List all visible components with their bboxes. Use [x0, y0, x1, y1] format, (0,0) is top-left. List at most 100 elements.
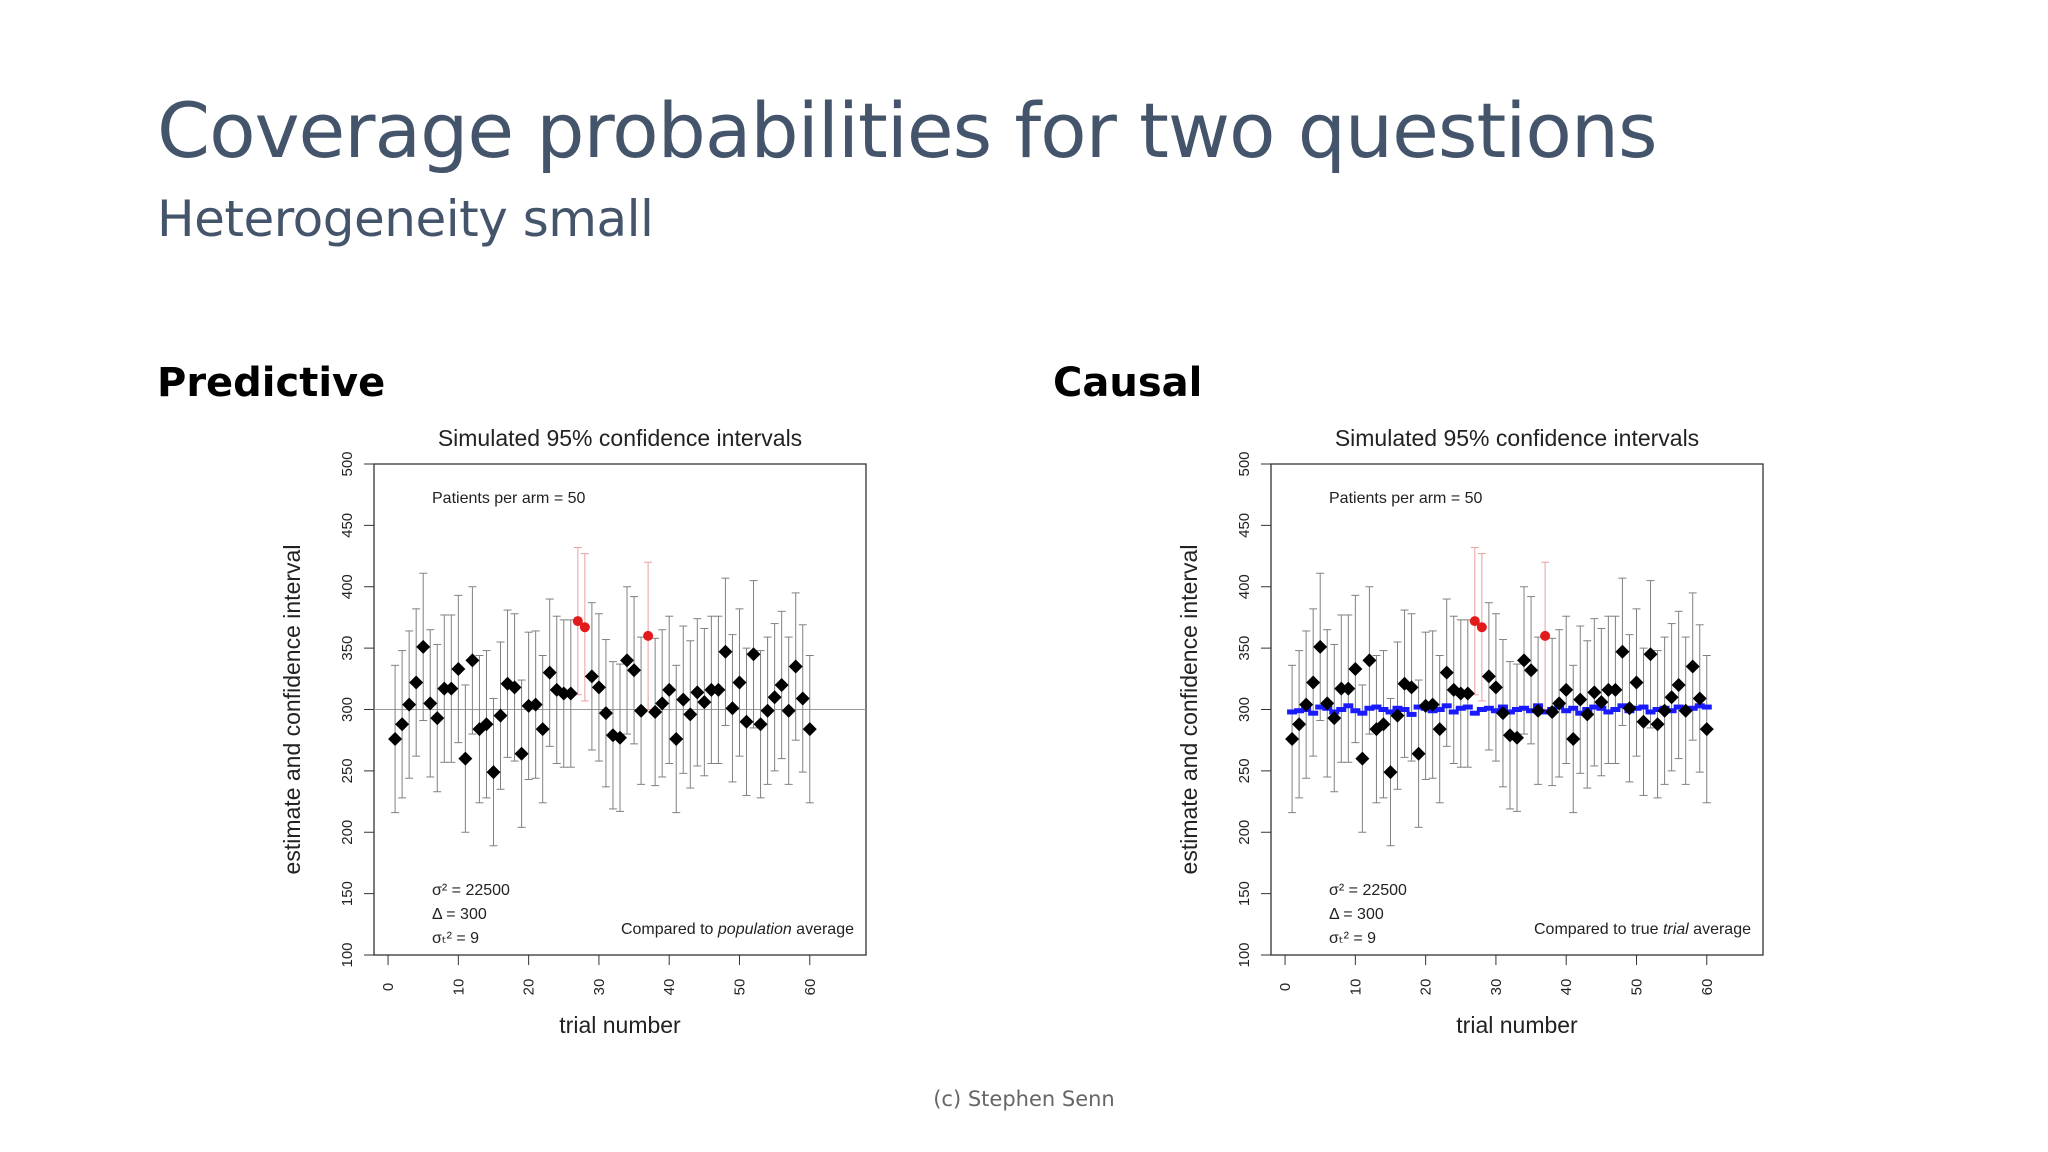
- estimate-point: [627, 663, 642, 678]
- y-tick-label: 200: [1236, 820, 1253, 845]
- x-tick-label: 60: [802, 979, 819, 996]
- y-tick-label: 100: [339, 942, 356, 967]
- estimate-point-miss: [1476, 622, 1487, 633]
- estimate-point: [416, 639, 431, 654]
- estimate-point: [563, 686, 578, 701]
- estimate-point: [1495, 706, 1510, 721]
- x-tick-label: 0: [1277, 983, 1294, 991]
- estimate-point: [1692, 691, 1707, 706]
- estimate-point: [395, 717, 410, 732]
- estimate-point: [718, 644, 733, 659]
- estimate-point: [774, 677, 789, 692]
- y-tick-label: 450: [339, 513, 356, 538]
- estimate-point: [1678, 703, 1693, 718]
- estimate-point: [598, 706, 613, 721]
- estimate-point: [1510, 730, 1524, 745]
- slide-title: Coverage probabilities for two questions: [157, 86, 1658, 175]
- estimate-point: [795, 691, 810, 706]
- estimate-point-miss: [1540, 630, 1551, 641]
- estimate-point: [1369, 722, 1384, 737]
- parameter-annotation: Δ = 300: [1329, 906, 1384, 923]
- x-tick-label: 30: [591, 979, 608, 996]
- comparison-note-prefix: Compared to true: [1534, 921, 1663, 938]
- x-axis-label: trial number: [559, 1012, 681, 1038]
- estimate-point: [1488, 680, 1503, 695]
- estimate-point: [1545, 704, 1560, 719]
- estimate-point: [781, 703, 796, 718]
- estimate-point: [479, 717, 494, 732]
- estimate-point: [739, 714, 754, 729]
- estimate-point: [613, 730, 627, 745]
- estimate-point: [697, 695, 712, 710]
- estimate-point: [1390, 708, 1405, 723]
- estimate-point: [1559, 682, 1574, 697]
- x-tick-label: 40: [1558, 979, 1575, 996]
- estimate-point: [1580, 707, 1595, 722]
- estimate-point: [437, 681, 452, 696]
- comparison-note: Compared to true trial average: [1534, 921, 1751, 938]
- x-tick-label: 50: [731, 979, 748, 996]
- parameter-annotation: σₜ² = 9: [1329, 930, 1376, 947]
- estimate-point: [1292, 717, 1307, 732]
- estimate-point: [1404, 680, 1419, 695]
- estimate-point: [535, 722, 550, 737]
- estimate-point: [1348, 661, 1363, 676]
- estimate-point: [1285, 731, 1300, 746]
- estimate-point: [1699, 722, 1714, 737]
- estimate-point: [500, 676, 515, 691]
- estimate-point: [388, 731, 403, 746]
- estimate-point: [725, 701, 740, 716]
- y-tick-label: 250: [339, 758, 356, 783]
- estimate-point: [542, 665, 557, 680]
- estimate-point: [1601, 682, 1616, 697]
- estimate-point: [711, 682, 726, 697]
- estimate-point: [584, 669, 599, 684]
- estimate-point: [1552, 696, 1567, 711]
- estimate-point: [1664, 690, 1679, 705]
- estimate-point: [1460, 686, 1475, 701]
- estimate-point: [1622, 701, 1637, 716]
- estimate-point-miss: [1469, 616, 1480, 627]
- y-tick-label: 350: [1236, 636, 1253, 661]
- estimate-point: [1573, 692, 1588, 707]
- estimate-point: [1453, 686, 1468, 701]
- x-tick-label: 50: [1628, 979, 1645, 996]
- estimate-point: [1531, 703, 1546, 718]
- estimate-point: [1355, 751, 1370, 766]
- y-axis-label: estimate and confidence interval: [1176, 545, 1202, 875]
- y-tick-label: 300: [339, 697, 356, 722]
- y-tick-label: 150: [339, 881, 356, 906]
- estimate-point: [1327, 711, 1342, 726]
- estimate-point: [1397, 676, 1412, 691]
- estimate-point: [444, 681, 459, 696]
- estimate-point-miss: [572, 616, 583, 627]
- estimate-point: [648, 704, 663, 719]
- estimate-point: [704, 682, 719, 697]
- estimate-point: [753, 717, 768, 732]
- estimate-point: [1650, 717, 1665, 732]
- estimate-point: [514, 746, 529, 761]
- patients-annotation: Patients per arm = 50: [1329, 490, 1483, 507]
- y-tick-label: 450: [1236, 513, 1253, 538]
- estimate-point: [423, 696, 438, 711]
- estimate-point: [1685, 659, 1700, 674]
- estimate-point-miss: [643, 630, 654, 641]
- parameter-annotation: σ² = 22500: [432, 882, 510, 899]
- y-tick-label: 400: [339, 574, 356, 599]
- panel-label-predictive: Predictive: [157, 360, 386, 406]
- y-tick-label: 150: [1236, 881, 1253, 906]
- estimate-point: [1439, 665, 1454, 680]
- estimate-point: [451, 661, 466, 676]
- estimate-point: [1671, 677, 1686, 692]
- parameter-annotation: σ² = 22500: [1329, 882, 1407, 899]
- estimate-point: [1376, 717, 1391, 732]
- estimate-point: [767, 690, 782, 705]
- estimate-point: [486, 765, 501, 780]
- estimate-point: [1615, 644, 1630, 659]
- chart-title: Simulated 95% confidence intervals: [438, 425, 802, 451]
- estimate-point: [760, 703, 775, 718]
- y-tick-label: 350: [339, 636, 356, 661]
- estimate-point: [1313, 639, 1328, 654]
- y-tick-label: 500: [339, 451, 356, 476]
- estimate-point: [430, 711, 445, 726]
